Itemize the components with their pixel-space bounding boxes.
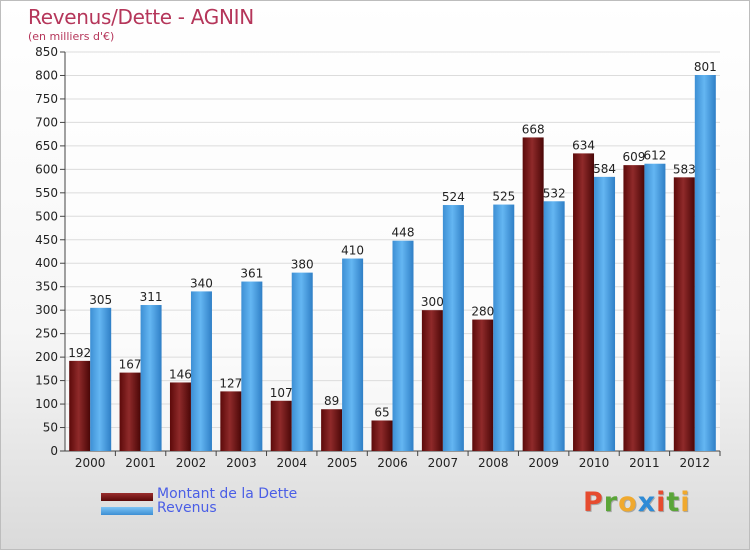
data-label-revenus: 340 <box>190 276 213 290</box>
data-label-revenus: 801 <box>694 60 717 74</box>
bar-debt <box>573 153 595 451</box>
data-label-debt: 300 <box>421 295 444 309</box>
data-label-debt: 65 <box>374 405 389 419</box>
bar-debt <box>371 420 393 451</box>
data-label-debt: 609 <box>622 150 645 164</box>
bar-revenus <box>342 258 364 451</box>
x-tick-label: 2002 <box>176 456 207 470</box>
data-label-revenus: 380 <box>291 258 314 272</box>
y-tick-label: 250 <box>35 327 58 341</box>
logo-letter: r <box>603 487 619 518</box>
x-tick-label: 2007 <box>428 456 459 470</box>
data-label-revenus: 532 <box>543 186 566 200</box>
x-tick-label: 2011 <box>629 456 660 470</box>
y-tick-label: 150 <box>35 374 58 388</box>
bar-debt <box>69 360 91 451</box>
proxiti-logo: Proxiti <box>583 487 691 518</box>
bar-revenus <box>190 291 212 451</box>
bar-revenus <box>493 204 515 451</box>
logo-letter: P <box>583 487 604 518</box>
logo-letter: o <box>618 487 638 518</box>
logo-letter: i <box>680 487 691 518</box>
data-label-debt: 280 <box>471 305 494 319</box>
bar-revenus <box>442 205 464 451</box>
x-tick-label: 2005 <box>327 456 358 470</box>
data-label-revenus: 525 <box>492 190 515 204</box>
y-tick-label: 650 <box>35 139 58 153</box>
x-tick-label: 2010 <box>579 456 610 470</box>
data-label-revenus: 584 <box>593 162 616 176</box>
bar-revenus <box>140 305 162 451</box>
data-label-debt: 583 <box>673 162 696 176</box>
bar-revenus <box>594 176 616 451</box>
data-label-revenus: 305 <box>89 293 112 307</box>
x-tick-label: 2000 <box>75 456 106 470</box>
bar-revenus <box>644 163 666 451</box>
bar-debt <box>220 391 242 451</box>
data-label-debt: 634 <box>572 138 595 152</box>
y-tick-label: 100 <box>35 397 58 411</box>
y-tick-label: 600 <box>35 162 58 176</box>
bar-debt <box>623 165 645 451</box>
y-tick-label: 350 <box>35 280 58 294</box>
legend-label-revenus: Revenus <box>157 500 217 516</box>
chart-title: Revenus/Dette - AGNIN <box>28 5 254 29</box>
data-label-revenus: 361 <box>240 267 263 281</box>
x-tick-label: 2006 <box>377 456 408 470</box>
y-tick-label: 50 <box>43 421 58 435</box>
x-tick-label: 2008 <box>478 456 509 470</box>
bar-debt <box>421 310 443 451</box>
bar-debt <box>472 319 494 451</box>
bar-debt <box>522 137 544 452</box>
bar-debt <box>673 177 695 451</box>
y-tick-label: 200 <box>35 350 58 364</box>
data-label-debt: 127 <box>219 376 242 390</box>
x-tick-label: 2004 <box>276 456 307 470</box>
bar-revenus <box>392 240 414 451</box>
data-label-revenus: 612 <box>643 149 666 163</box>
bar-revenus <box>543 201 565 451</box>
bar-debt <box>270 400 292 451</box>
x-tick-label: 2012 <box>680 456 711 470</box>
x-tick-label: 2001 <box>125 456 156 470</box>
data-label-revenus: 448 <box>392 226 415 240</box>
data-label-debt: 89 <box>324 394 339 408</box>
chart-subtitle: (en milliers d'€) <box>28 30 115 43</box>
bar-debt <box>321 409 343 451</box>
data-label-debt: 167 <box>119 358 142 372</box>
y-tick-label: 550 <box>35 186 58 200</box>
data-label-debt: 192 <box>68 346 91 360</box>
y-tick-label: 500 <box>35 209 58 223</box>
data-label-revenus: 311 <box>140 290 163 304</box>
legend-swatch-revenus <box>101 507 153 515</box>
y-tick-label: 450 <box>35 233 58 247</box>
logo-letter: t <box>666 487 681 518</box>
legend-swatch-debt <box>101 493 153 501</box>
logo-letter: x <box>637 487 657 518</box>
legend-label-debt: Montant de la Dette <box>157 486 298 502</box>
x-tick-label: 2009 <box>528 456 559 470</box>
logo-letter: i <box>656 487 667 518</box>
bar-debt <box>119 372 141 451</box>
data-label-debt: 107 <box>270 386 293 400</box>
bar-revenus <box>241 281 263 451</box>
y-tick-label: 0 <box>50 444 58 458</box>
y-tick-label: 400 <box>35 256 58 270</box>
data-label-debt: 146 <box>169 367 192 381</box>
y-tick-label: 800 <box>35 68 58 82</box>
bar-revenus <box>291 272 313 451</box>
data-label-revenus: 410 <box>341 244 364 258</box>
data-label-revenus: 524 <box>442 190 465 204</box>
y-tick-label: 750 <box>35 92 58 106</box>
data-label-debt: 668 <box>522 122 545 136</box>
x-tick-label: 2003 <box>226 456 257 470</box>
bar-debt <box>169 382 191 451</box>
y-tick-label: 700 <box>35 115 58 129</box>
y-tick-label: 850 <box>35 45 58 59</box>
bar-revenus <box>694 75 716 452</box>
y-tick-label: 300 <box>35 303 58 317</box>
bar-revenus <box>90 307 112 451</box>
